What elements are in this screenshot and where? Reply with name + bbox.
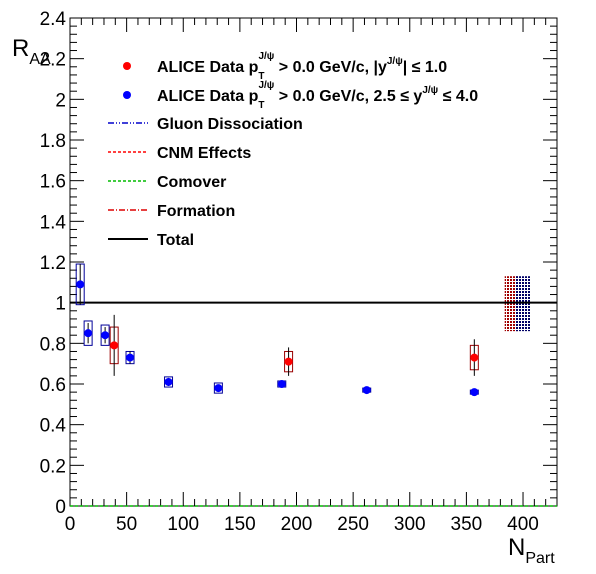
x-tick-labels: 0 50 100 150 200 250 300 350 400 bbox=[65, 514, 539, 535]
data-point-fwd bbox=[277, 380, 287, 388]
global-uncertainty-box bbox=[504, 276, 519, 332]
legend-text-sub: T bbox=[258, 71, 264, 82]
data-point-fwd bbox=[125, 350, 135, 365]
legend-label-mid: ALICE Data pTJ/ψ > 0.0 GeV/c, |yJ/ψ| ≤ 1… bbox=[157, 51, 447, 82]
data-marker bbox=[76, 280, 85, 289]
data-point-fwd bbox=[164, 376, 174, 388]
data-marker bbox=[84, 329, 93, 338]
legend-label-fwd: ALICE Data pT J/ψ > 0.0 GeV/c, 2.5 ≤ yJ/ψ… bbox=[157, 80, 478, 111]
legend-marker-fwd bbox=[123, 91, 131, 99]
x-tick-label: 350 bbox=[451, 514, 483, 535]
data-marker bbox=[126, 353, 135, 362]
data-marker bbox=[284, 357, 293, 366]
legend-marker-mid bbox=[123, 62, 131, 70]
legend-text-rest-sup: J/ψ bbox=[422, 85, 438, 96]
x-axis-title: NPart bbox=[508, 534, 555, 567]
y-tick-label: 0.8 bbox=[40, 334, 66, 355]
y-tick-label: 2.4 bbox=[40, 9, 67, 30]
data-point-fwd bbox=[213, 382, 223, 394]
y-tick-label: 1.2 bbox=[40, 253, 66, 274]
y-axis-title-main: R bbox=[12, 35, 29, 62]
legend-text-tail: | ≤ 1.0 bbox=[403, 59, 447, 76]
data-point-fwd bbox=[362, 386, 372, 395]
y-axis-title: RAA bbox=[12, 35, 51, 68]
y-tick-labels: 0 0.2 0.4 0.6 0.8 1 1.2 1.4 1.6 1.8 2 2.2 2.4 bbox=[40, 9, 67, 518]
legend-text-rest: > 0.0 GeV/c, |y bbox=[274, 59, 387, 76]
legend-label-cnm: CNM Effects bbox=[157, 145, 251, 162]
data-marker bbox=[164, 377, 173, 386]
y-tick-label: 1.8 bbox=[40, 131, 66, 152]
legend-text-main: ALICE Data p bbox=[157, 88, 259, 105]
data-point-fwd bbox=[469, 388, 479, 397]
data-marker bbox=[277, 380, 286, 388]
x-tick-label: 50 bbox=[116, 514, 137, 535]
data-marker bbox=[362, 386, 371, 395]
global-uncertainty-boxes bbox=[504, 276, 531, 332]
y-tick-label: 2 bbox=[55, 90, 66, 111]
y-tick-label: 2.2 bbox=[40, 50, 66, 71]
x-axis-title-main: N bbox=[508, 534, 525, 561]
y-tick-label: 0.6 bbox=[40, 375, 66, 396]
y-tick-label: 1 bbox=[55, 294, 66, 315]
data-point-mid bbox=[109, 314, 119, 376]
x-tick-label: 0 bbox=[65, 514, 76, 535]
legend-text-sub: T bbox=[258, 100, 264, 111]
x-tick-label: 400 bbox=[507, 514, 539, 535]
y-tick-label: 1.6 bbox=[40, 172, 66, 193]
x-tick-label: 200 bbox=[281, 514, 313, 535]
data-marker bbox=[470, 388, 479, 397]
legend-text-sup: J/ψ bbox=[258, 80, 274, 91]
data-marker bbox=[101, 331, 110, 340]
legend-label-comover: Comover bbox=[157, 174, 226, 191]
legend-text-main: ALICE Data p bbox=[157, 59, 259, 76]
global-uncertainty-box bbox=[516, 276, 531, 332]
x-tick-label: 150 bbox=[224, 514, 256, 535]
x-tick-label: 300 bbox=[394, 514, 426, 535]
y-tick-label: 1.4 bbox=[40, 212, 67, 233]
y-tick-label: 0.2 bbox=[40, 456, 66, 477]
legend: ALICE Data pTJ/ψ > 0.0 GeV/c, |yJ/ψ| ≤ 1… bbox=[108, 51, 478, 249]
legend-text-sup: J/ψ bbox=[258, 51, 274, 62]
legend-text-rest-sup: J/ψ bbox=[387, 56, 403, 67]
data-marker bbox=[214, 384, 223, 393]
legend-label-formation: Formation bbox=[157, 203, 235, 220]
legend-label-gluon: Gluon Dissociation bbox=[157, 116, 303, 133]
data-point-fwd bbox=[100, 324, 110, 346]
data-point-fwd bbox=[75, 263, 85, 306]
x-axis-title-sub: Part bbox=[525, 550, 555, 567]
x-tick-label: 250 bbox=[337, 514, 369, 535]
data-point-fwd bbox=[83, 320, 93, 346]
data-marker bbox=[110, 341, 119, 350]
data-points bbox=[75, 263, 479, 397]
y-tick-label: 0 bbox=[55, 497, 66, 518]
data-point-mid bbox=[469, 339, 479, 376]
legend-label-total: Total bbox=[157, 232, 194, 249]
data-point-mid bbox=[284, 347, 294, 376]
legend-text-tail: ≤ 4.0 bbox=[438, 88, 478, 105]
legend-text-rest: > 0.0 GeV/c, 2.5 ≤ y bbox=[274, 88, 422, 105]
data-marker bbox=[470, 353, 479, 362]
y-axis-title-sub: AA bbox=[29, 51, 51, 68]
y-tick-label: 0.4 bbox=[40, 416, 67, 437]
x-tick-label: 100 bbox=[167, 514, 199, 535]
